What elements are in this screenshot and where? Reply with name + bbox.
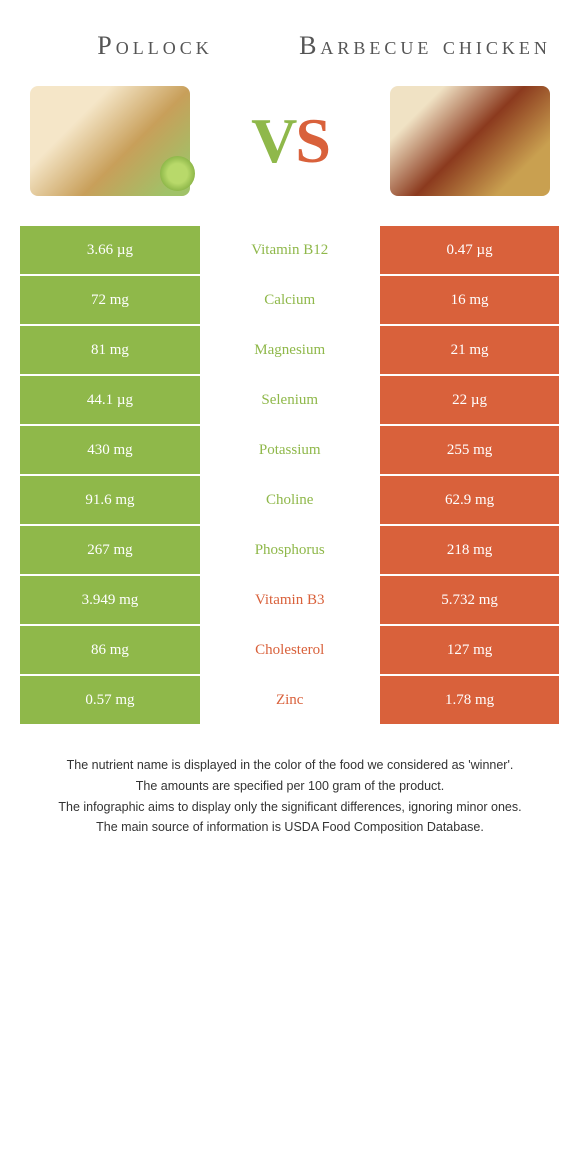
value-left: 267 mg [20,526,200,574]
value-left: 86 mg [20,626,200,674]
table-row: 81 mgMagnesium21 mg [20,326,560,376]
nutrient-label: Phosphorus [200,526,380,574]
value-left: 3.949 mg [20,576,200,624]
value-right: 127 mg [380,626,560,674]
nutrient-label: Calcium [200,276,380,324]
value-left: 91.6 mg [20,476,200,524]
value-right: 1.78 mg [380,676,560,724]
table-row: 267 mgPhosphorus218 mg [20,526,560,576]
nutrient-label: Cholesterol [200,626,380,674]
table-row: 86 mgCholesterol127 mg [20,626,560,676]
table-row: 44.1 µgSelenium22 µg [20,376,560,426]
value-left: 72 mg [20,276,200,324]
vs-s: S [295,105,329,176]
value-right: 16 mg [380,276,560,324]
value-left: 0.57 mg [20,676,200,724]
value-right: 21 mg [380,326,560,374]
footnote-line: The infographic aims to display only the… [30,798,550,817]
food-title-left: Pollock [20,30,290,61]
header: Pollock Barbecue chicken [20,30,560,61]
nutrient-table: 3.66 µgVitamin B120.47 µg72 mgCalcium16 … [20,226,560,726]
value-left: 3.66 µg [20,226,200,274]
table-row: 3.66 µgVitamin B120.47 µg [20,226,560,276]
nutrient-label: Potassium [200,426,380,474]
value-right: 22 µg [380,376,560,424]
value-right: 255 mg [380,426,560,474]
food-image-right [390,86,550,196]
nutrient-label: Vitamin B3 [200,576,380,624]
value-right: 0.47 µg [380,226,560,274]
nutrient-label: Magnesium [200,326,380,374]
table-row: 3.949 mgVitamin B35.732 mg [20,576,560,626]
table-row: 430 mgPotassium255 mg [20,426,560,476]
value-left: 44.1 µg [20,376,200,424]
nutrient-label: Selenium [200,376,380,424]
infographic-container: Pollock Barbecue chicken VS 3.66 µgVitam… [0,0,580,859]
nutrient-label: Zinc [200,676,380,724]
table-row: 0.57 mgZinc1.78 mg [20,676,560,726]
nutrient-label: Vitamin B12 [200,226,380,274]
footnote-line: The amounts are specified per 100 gram o… [30,777,550,796]
food-title-right: Barbecue chicken [290,30,560,61]
table-row: 72 mgCalcium16 mg [20,276,560,326]
value-right: 5.732 mg [380,576,560,624]
nutrient-label: Choline [200,476,380,524]
value-left: 81 mg [20,326,200,374]
footnotes: The nutrient name is displayed in the co… [20,756,560,837]
footnote-line: The main source of information is USDA F… [30,818,550,837]
food-image-left [30,86,190,196]
footnote-line: The nutrient name is displayed in the co… [30,756,550,775]
value-right: 62.9 mg [380,476,560,524]
vs-v: V [251,105,295,176]
value-right: 218 mg [380,526,560,574]
vs-label: VS [251,104,329,178]
value-left: 430 mg [20,426,200,474]
table-row: 91.6 mgCholine62.9 mg [20,476,560,526]
hero-row: VS [20,86,560,196]
